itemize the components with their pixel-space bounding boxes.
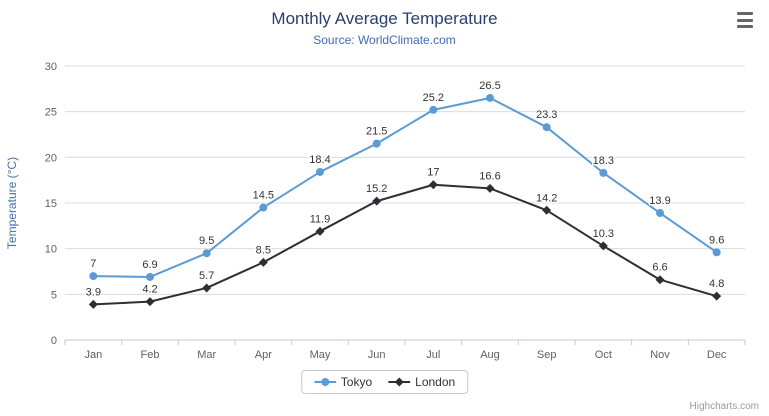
svg-text:Feb: Feb xyxy=(141,349,160,361)
svg-text:Oct: Oct xyxy=(595,349,612,361)
svg-text:Sep: Sep xyxy=(537,349,557,361)
svg-text:4.8: 4.8 xyxy=(709,278,724,290)
hamburger-menu-icon xyxy=(737,18,753,22)
chart-title: Monthly Average Temperature xyxy=(271,9,498,28)
svg-text:Aug: Aug xyxy=(480,349,500,361)
legend-marker-icon xyxy=(313,378,336,386)
legend: Tokyo London xyxy=(300,370,469,394)
svg-text:25.2: 25.2 xyxy=(423,92,444,104)
svg-text:15: 15 xyxy=(45,198,57,210)
svg-text:10: 10 xyxy=(45,244,57,256)
svg-text:16.6: 16.6 xyxy=(479,170,500,182)
svg-text:0: 0 xyxy=(51,335,57,347)
svg-text:23.3: 23.3 xyxy=(536,109,557,121)
svg-text:4.2: 4.2 xyxy=(142,284,157,296)
svg-text:6.9: 6.9 xyxy=(142,259,157,271)
svg-text:18.4: 18.4 xyxy=(309,154,330,166)
svg-text:30: 30 xyxy=(45,61,57,73)
svg-text:Nov: Nov xyxy=(650,349,670,361)
svg-text:25: 25 xyxy=(45,107,57,119)
svg-text:Mar: Mar xyxy=(197,349,216,361)
svg-text:Jan: Jan xyxy=(84,349,102,361)
legend-item-tokyo[interactable]: Tokyo xyxy=(313,375,373,389)
svg-text:18.3: 18.3 xyxy=(593,155,614,167)
svg-text:26.5: 26.5 xyxy=(479,80,500,92)
svg-text:9.6: 9.6 xyxy=(709,234,724,246)
hamburger-menu-icon xyxy=(737,12,753,15)
svg-text:13.9: 13.9 xyxy=(649,195,670,207)
svg-text:6.6: 6.6 xyxy=(652,262,667,274)
svg-text:Apr: Apr xyxy=(255,349,272,361)
svg-text:May: May xyxy=(310,349,331,361)
svg-text:14.2: 14.2 xyxy=(536,192,557,204)
svg-text:15.2: 15.2 xyxy=(366,183,387,195)
svg-text:11.9: 11.9 xyxy=(310,213,331,225)
legend-item-london[interactable]: London xyxy=(388,375,455,389)
svg-text:Jun: Jun xyxy=(368,349,386,361)
svg-text:20: 20 xyxy=(45,152,57,164)
legend-label: London xyxy=(415,375,456,389)
svg-text:3.9: 3.9 xyxy=(86,286,101,298)
svg-text:5.7: 5.7 xyxy=(199,270,214,282)
svg-text:17: 17 xyxy=(427,167,439,179)
hamburger-menu-icon xyxy=(737,25,753,28)
svg-text:9.5: 9.5 xyxy=(199,235,214,247)
svg-text:14.5: 14.5 xyxy=(253,190,274,202)
svg-text:Jul: Jul xyxy=(426,349,440,361)
svg-text:7: 7 xyxy=(90,258,96,270)
legend-marker-icon xyxy=(388,377,411,387)
svg-text:10.3: 10.3 xyxy=(593,228,614,240)
export-menu-button[interactable] xyxy=(733,10,757,30)
svg-text:8.5: 8.5 xyxy=(256,244,271,256)
svg-text:21.5: 21.5 xyxy=(366,126,387,138)
svg-text:5: 5 xyxy=(51,289,57,301)
credits-link[interactable]: Highcharts.com xyxy=(689,401,759,412)
chart-subtitle: Source: WorldClimate.com xyxy=(313,33,456,47)
svg-text:Temperature (°C): Temperature (°C) xyxy=(5,157,19,249)
svg-text:Dec: Dec xyxy=(707,349,727,361)
legend-label: Tokyo xyxy=(340,375,373,389)
